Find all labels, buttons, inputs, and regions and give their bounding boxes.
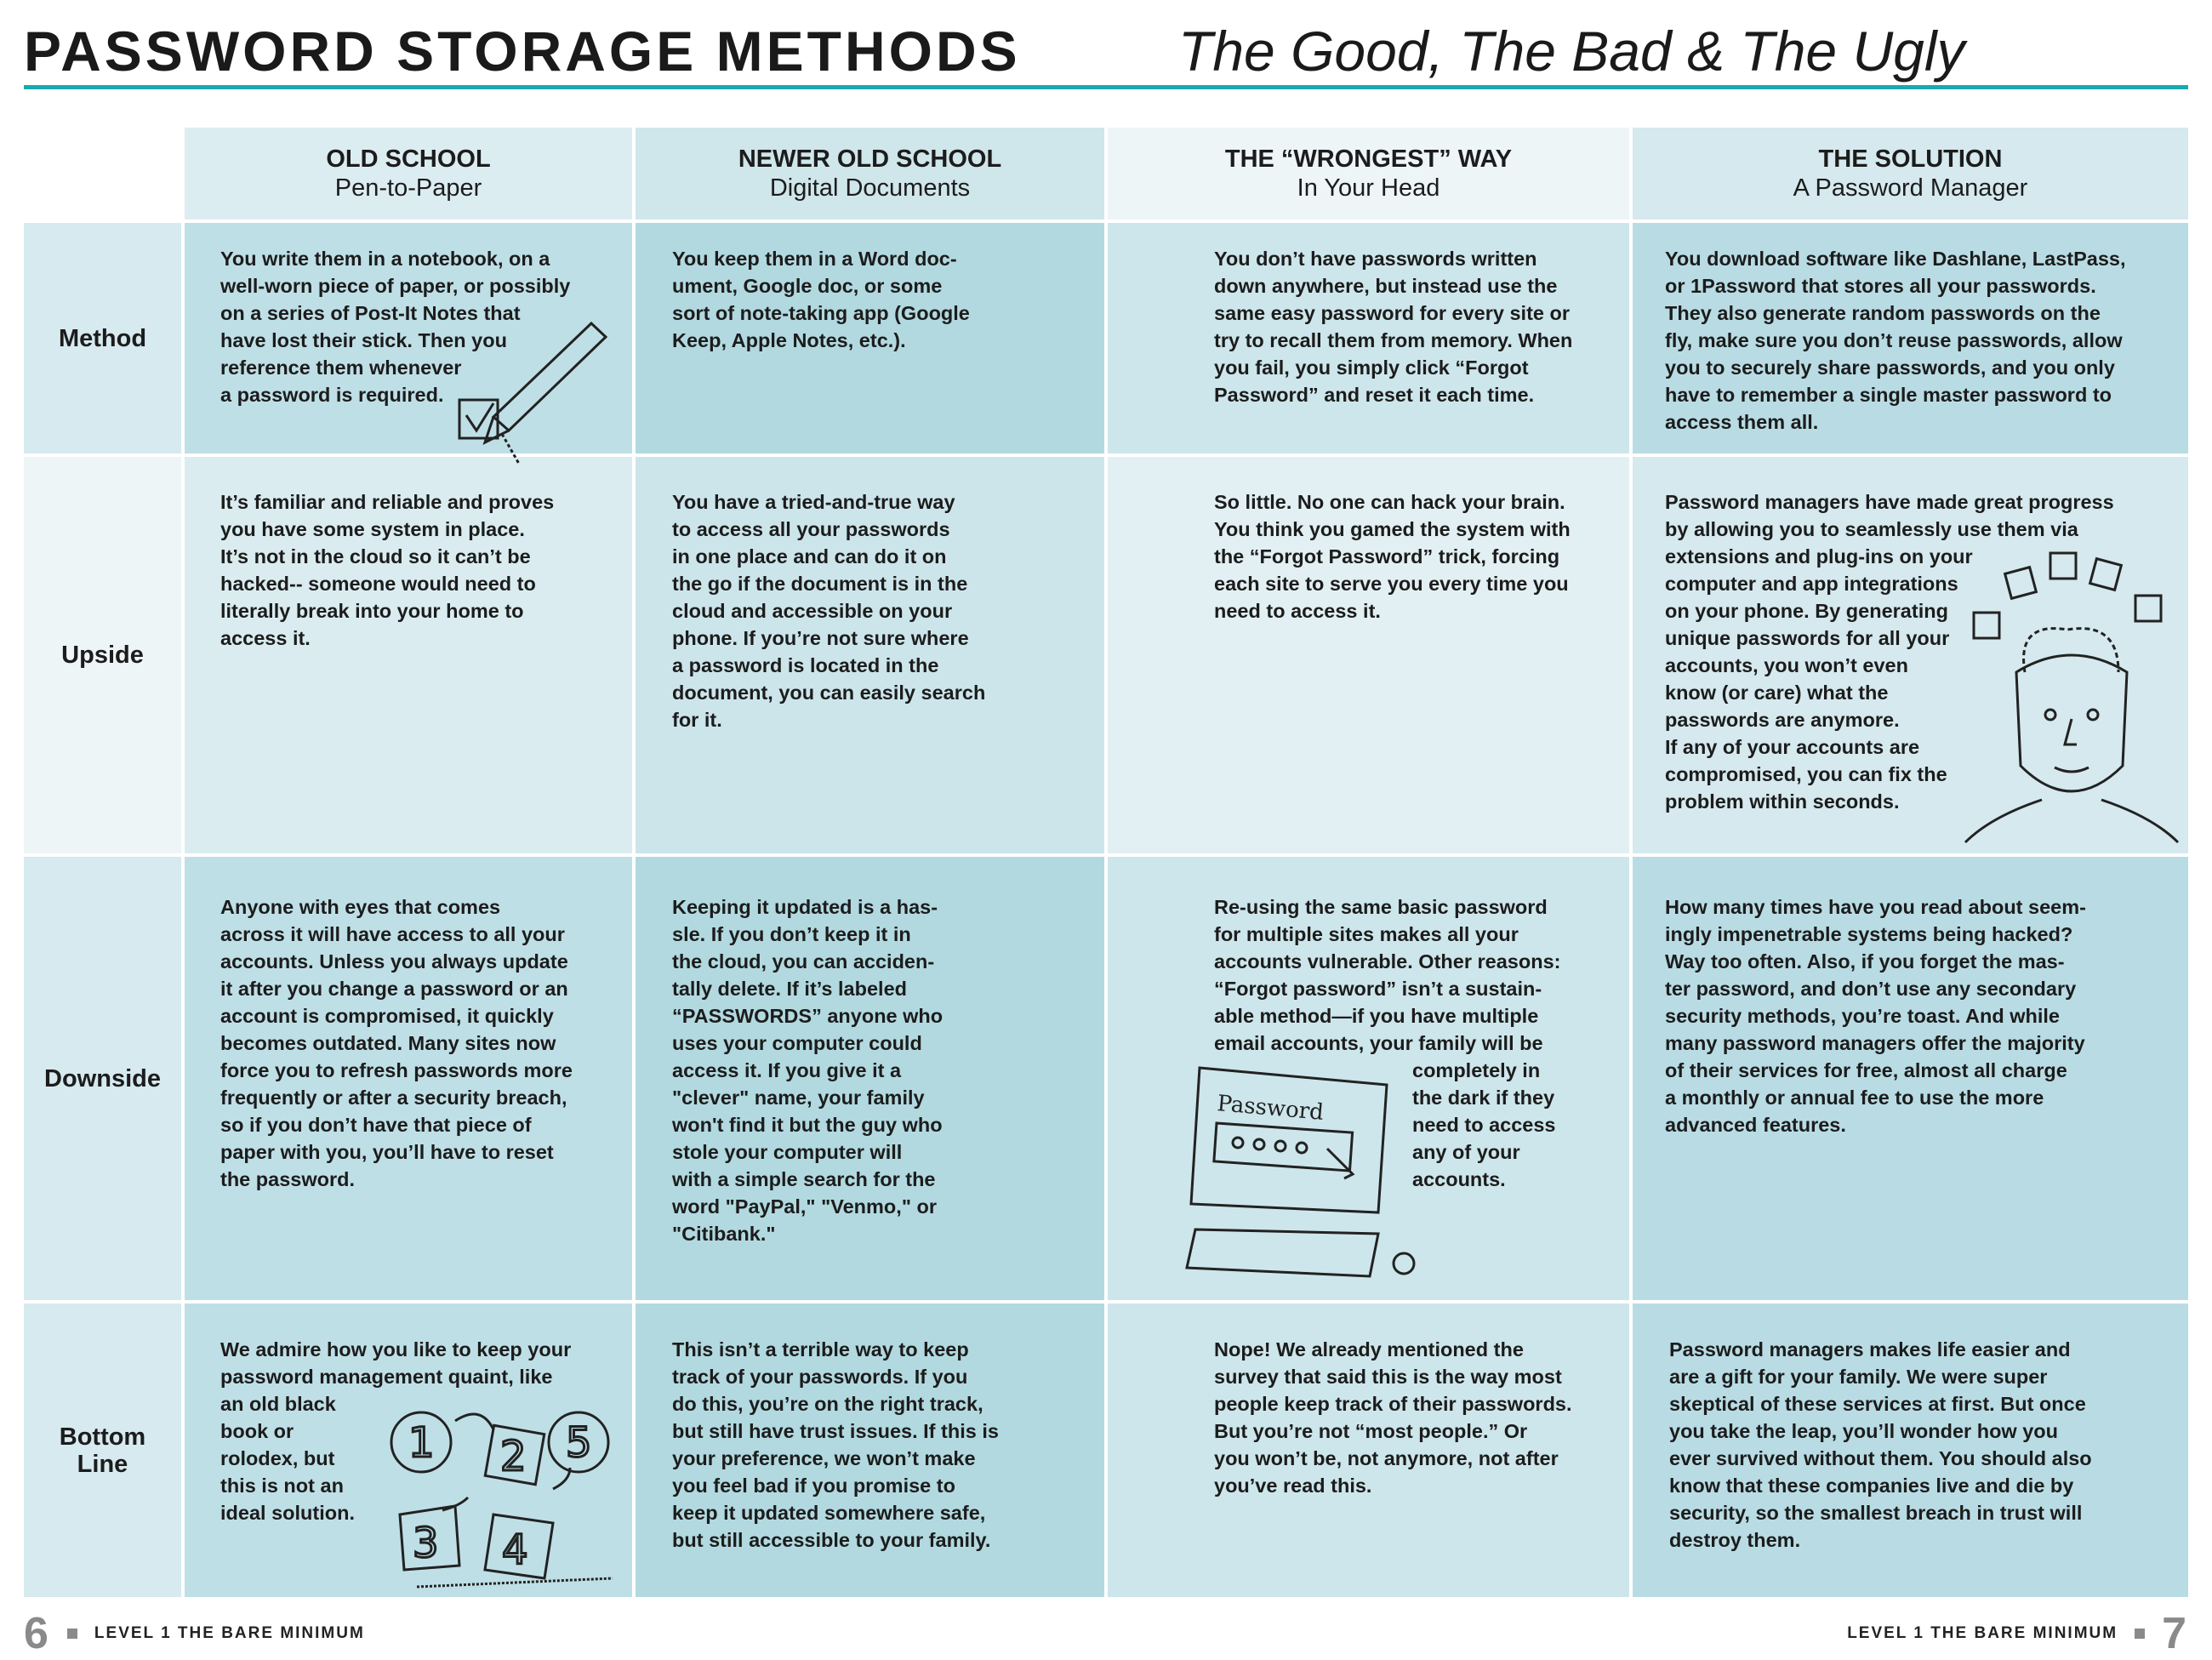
row-label-upside: Upside (24, 457, 181, 853)
page-title: PASSWORD STORAGE METHODS (24, 20, 1021, 83)
cell-text: You download software like Dashlane, Las… (1665, 248, 2126, 433)
footer-left-text: LEVEL 1 THE BARE MINIMUM (94, 1624, 365, 1642)
cell-text: Keeping it updated is a has- sle. If you… (672, 896, 944, 1245)
column-subtitle: A Password Manager (1793, 174, 2028, 202)
cell-text: So little. No one can hack your brain. Y… (1214, 491, 1571, 622)
cell-bg (185, 223, 632, 454)
cell-bg (636, 457, 1104, 853)
cell-text: Password managers have made great progre… (1665, 491, 2114, 813)
tile-number: 4 (502, 1526, 528, 1574)
cell-text: You have a tried-and-true way to access … (672, 491, 986, 731)
footer-right: LEVEL 1 THE BARE MINIMUM 7 (1847, 1608, 2188, 1659)
cell-text: You write them in a notebook, on a well-… (220, 248, 571, 406)
cell-text-continued: completely in the dark if they need to a… (1412, 1059, 1556, 1190)
page-number-left: 6 (24, 1609, 50, 1658)
column-subtitle: Pen-to-Paper (334, 174, 482, 202)
computer-password-icon: Password (1185, 1066, 1416, 1278)
head-with-apps-icon (1964, 551, 2180, 844)
password-screen-text: Password (1216, 1091, 1325, 1126)
cell-bg (1633, 223, 2188, 454)
cell-text: You don’t have passwords written down an… (1214, 248, 1573, 406)
column-header-solution: THE SOLUTION A Password Manager (1633, 128, 2188, 220)
cell-text: Password managers makes life easier and … (1669, 1338, 2092, 1551)
cell-text: We admire how you like to keep your pass… (220, 1338, 572, 1524)
column-header-newer-old-school: NEWER OLD SCHOOL Digital Documents (636, 128, 1104, 220)
cell-bg (1633, 457, 2188, 853)
row-label-bottom-line: Bottom Line (24, 1303, 181, 1597)
cell-text: How many times have you read about seem-… (1665, 896, 2086, 1136)
numbered-tiles-icon: 1 2 5 3 4 (390, 1411, 613, 1589)
cell-bg (1633, 857, 2188, 1300)
footer-square-icon (66, 1629, 77, 1639)
tile-number: 5 (566, 1419, 592, 1467)
cell-text: You keep them in a Word doc- ument, Goog… (672, 248, 970, 351)
column-title: OLD SCHOOL (326, 145, 491, 173)
column-title: NEWER OLD SCHOOL (738, 145, 1002, 173)
cell-text: It’s familiar and reliable and proves yo… (220, 491, 555, 649)
pencil-checkbox-icon (458, 321, 608, 465)
column-header-old-school: OLD SCHOOL Pen-to-Paper (185, 128, 632, 220)
cell-bg (1633, 1303, 2188, 1597)
cell-bg (185, 1303, 632, 1597)
cell-bg (636, 1303, 1104, 1597)
page-subtitle: The Good, The Bad & The Ugly (1178, 20, 1965, 83)
footer-right-text: LEVEL 1 THE BARE MINIMUM (1847, 1624, 2118, 1642)
footer-left: 6 LEVEL 1 THE BARE MINIMUM (24, 1608, 365, 1659)
tile-number: 1 (408, 1419, 435, 1467)
cell-bg (1108, 1303, 1629, 1597)
column-title: THE “WRONGEST” WAY (1224, 145, 1513, 173)
cell-bg (1108, 457, 1629, 853)
cell-bg (636, 857, 1104, 1300)
cell-bg (185, 857, 632, 1300)
cell-bg (636, 223, 1104, 454)
cell-bg (185, 457, 632, 853)
cell-bg (1108, 857, 1629, 1300)
cell-text: This isn’t a terrible way to keep track … (672, 1338, 999, 1551)
cell-text: Anyone with eyes that comes across it wi… (220, 896, 573, 1190)
tile-number: 3 (413, 1520, 439, 1567)
column-header-wrongest-way: THE “WRONGEST” WAY In Your Head (1108, 128, 1629, 220)
column-title: THE SOLUTION (1818, 145, 2003, 173)
column-subtitle: In Your Head (1297, 174, 1440, 202)
cell-text: Nope! We already mentioned the survey th… (1214, 1338, 1572, 1497)
cell-text: Re-using the same basic password for mul… (1214, 896, 1561, 1054)
row-label-method: Method (24, 223, 181, 454)
footer-square-icon (2135, 1629, 2146, 1639)
row-label-downside: Downside (24, 857, 181, 1300)
page-number-right: 7 (2162, 1609, 2188, 1658)
column-subtitle: Digital Documents (769, 174, 971, 202)
tile-number: 2 (500, 1433, 527, 1480)
title-rule (24, 85, 2188, 89)
cell-bg (1108, 223, 1629, 454)
